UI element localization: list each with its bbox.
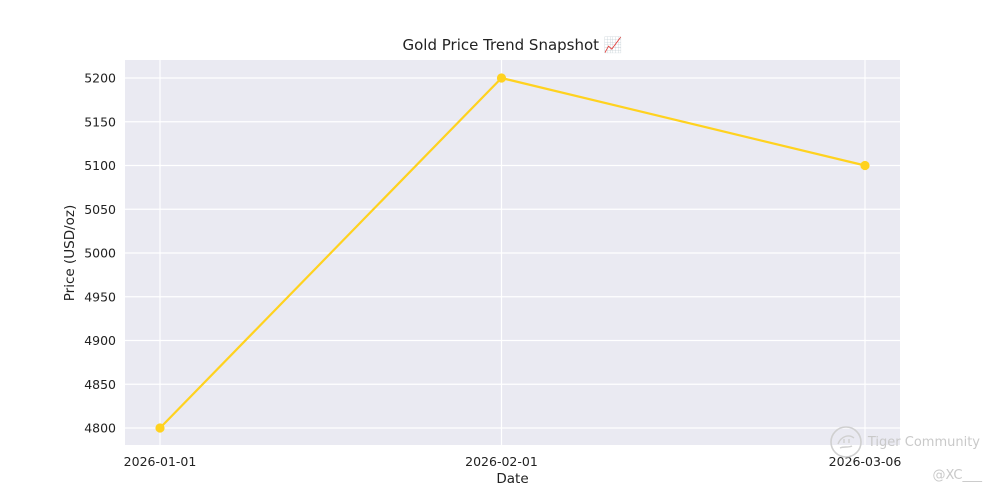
y-tick-label: 4850 <box>84 377 116 392</box>
y-tick-label: 5050 <box>84 202 116 217</box>
y-tick-label: 4900 <box>84 333 116 348</box>
y-tick-label: 5100 <box>84 158 116 173</box>
x-tick-label: 2026-03-06 <box>829 454 902 469</box>
chart-title: Gold Price Trend Snapshot 📈 <box>402 36 623 54</box>
y-tick-label: 5200 <box>84 71 116 86</box>
y-axis-label: Price (USD/oz) <box>62 204 78 302</box>
x-tick-label: 2026-01-01 <box>124 454 197 469</box>
y-tick-label: 5150 <box>84 114 116 129</box>
x-axis-label: Date <box>496 471 529 487</box>
data-point <box>860 160 870 171</box>
y-tick-label: 5000 <box>84 246 116 261</box>
y-tick-label: 4800 <box>84 421 116 436</box>
x-tick-label: 2026-02-01 <box>465 454 538 469</box>
watermark-handle: @XC___ <box>932 468 982 483</box>
data-point <box>155 423 165 433</box>
y-tick-label: 4950 <box>84 289 116 304</box>
data-point <box>496 73 507 83</box>
